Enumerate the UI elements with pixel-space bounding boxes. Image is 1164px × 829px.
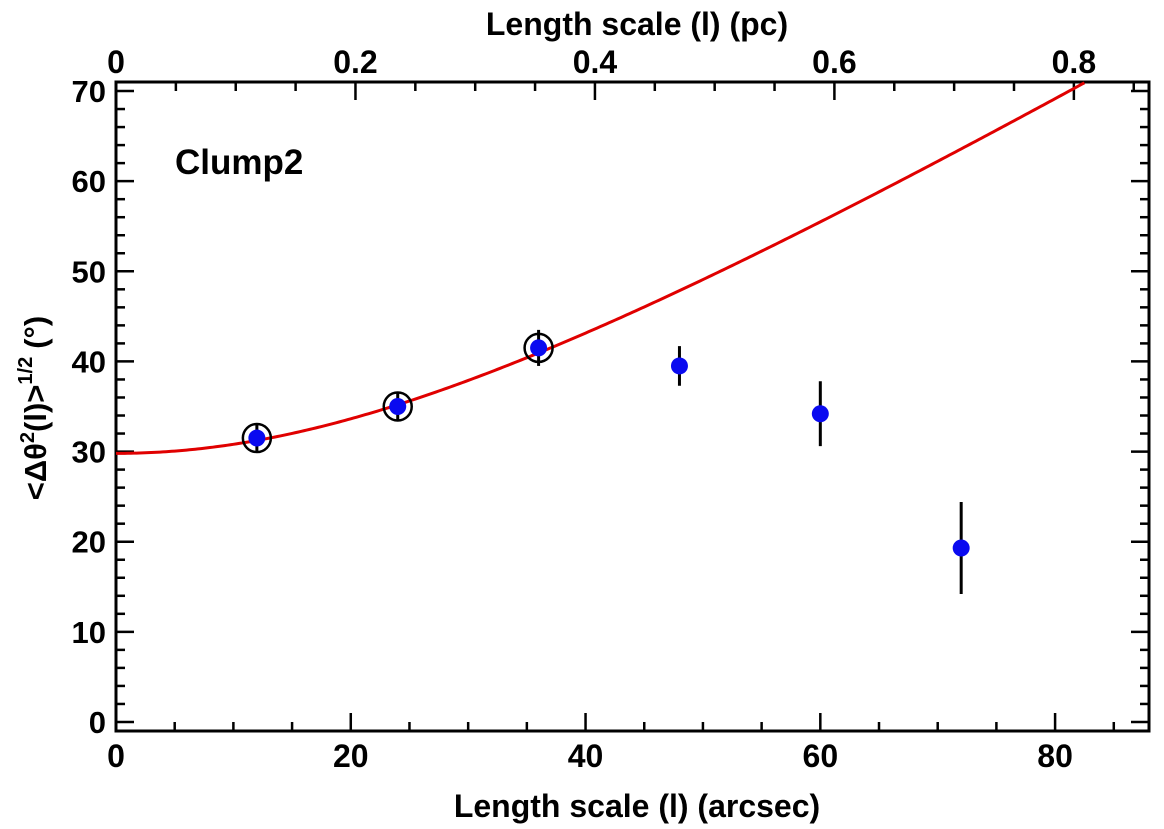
x-tick-label: 60 [803,738,839,774]
x2-tick-label: 0.6 [812,44,856,80]
y-label-sup2: 1/2 [15,357,37,385]
y-label-main: <Δθ [18,443,53,500]
data-point [670,357,688,375]
y-tick-label: 50 [72,254,106,289]
data-point [530,339,548,357]
x2-tick-labels: 0 0.2 0.4 0.6 0.8 [107,44,1096,80]
x-axis-label: Length scale (l) (arcsec) [454,788,820,824]
data-point [389,398,407,415]
data-point [248,429,266,447]
fit-point-ring [382,391,413,422]
x2-axis-label: Length scale (l) (pc) [486,6,788,42]
y-label-sup1: 2 [17,432,39,443]
fit-point-ring [241,422,273,454]
x-tick-label: 40 [568,738,604,774]
x-tick-label: 0 [107,738,125,774]
data-point [811,405,829,423]
data-points [241,329,970,594]
tick-marks [114,82,1149,731]
x2-tick-label: 0.4 [573,44,618,80]
y-label-unit: (°) [18,316,53,349]
y-tick-label: 0 [89,705,106,740]
y-tick-label: 20 [72,525,106,560]
x-tick-label: 20 [333,738,369,774]
x2-tick-label: 0.8 [1052,44,1096,80]
x2-tick-label: 0 [107,44,125,80]
x2-tick-label: 0.2 [333,44,377,80]
y-axis-label: <Δθ2(l)>1/2 (°) [15,316,53,501]
plot-frame [114,80,1151,733]
clump-label: Clump2 [175,143,303,182]
x-tick-labels: 0 20 40 60 80 [107,738,1073,774]
y-tick-labels: 0 10 20 30 40 50 60 70 [72,74,106,740]
data-point [952,539,970,557]
y-tick-label: 70 [72,74,106,109]
y-tick-label: 40 [72,344,106,379]
y-label-mid: (l)> [18,385,53,432]
x-tick-label: 80 [1037,738,1073,774]
y-tick-label: 60 [72,164,106,199]
y-tick-label: 30 [72,435,106,470]
y-tick-label: 10 [72,615,106,650]
fit-curve [116,81,1086,455]
fit-point-ring [523,332,554,364]
